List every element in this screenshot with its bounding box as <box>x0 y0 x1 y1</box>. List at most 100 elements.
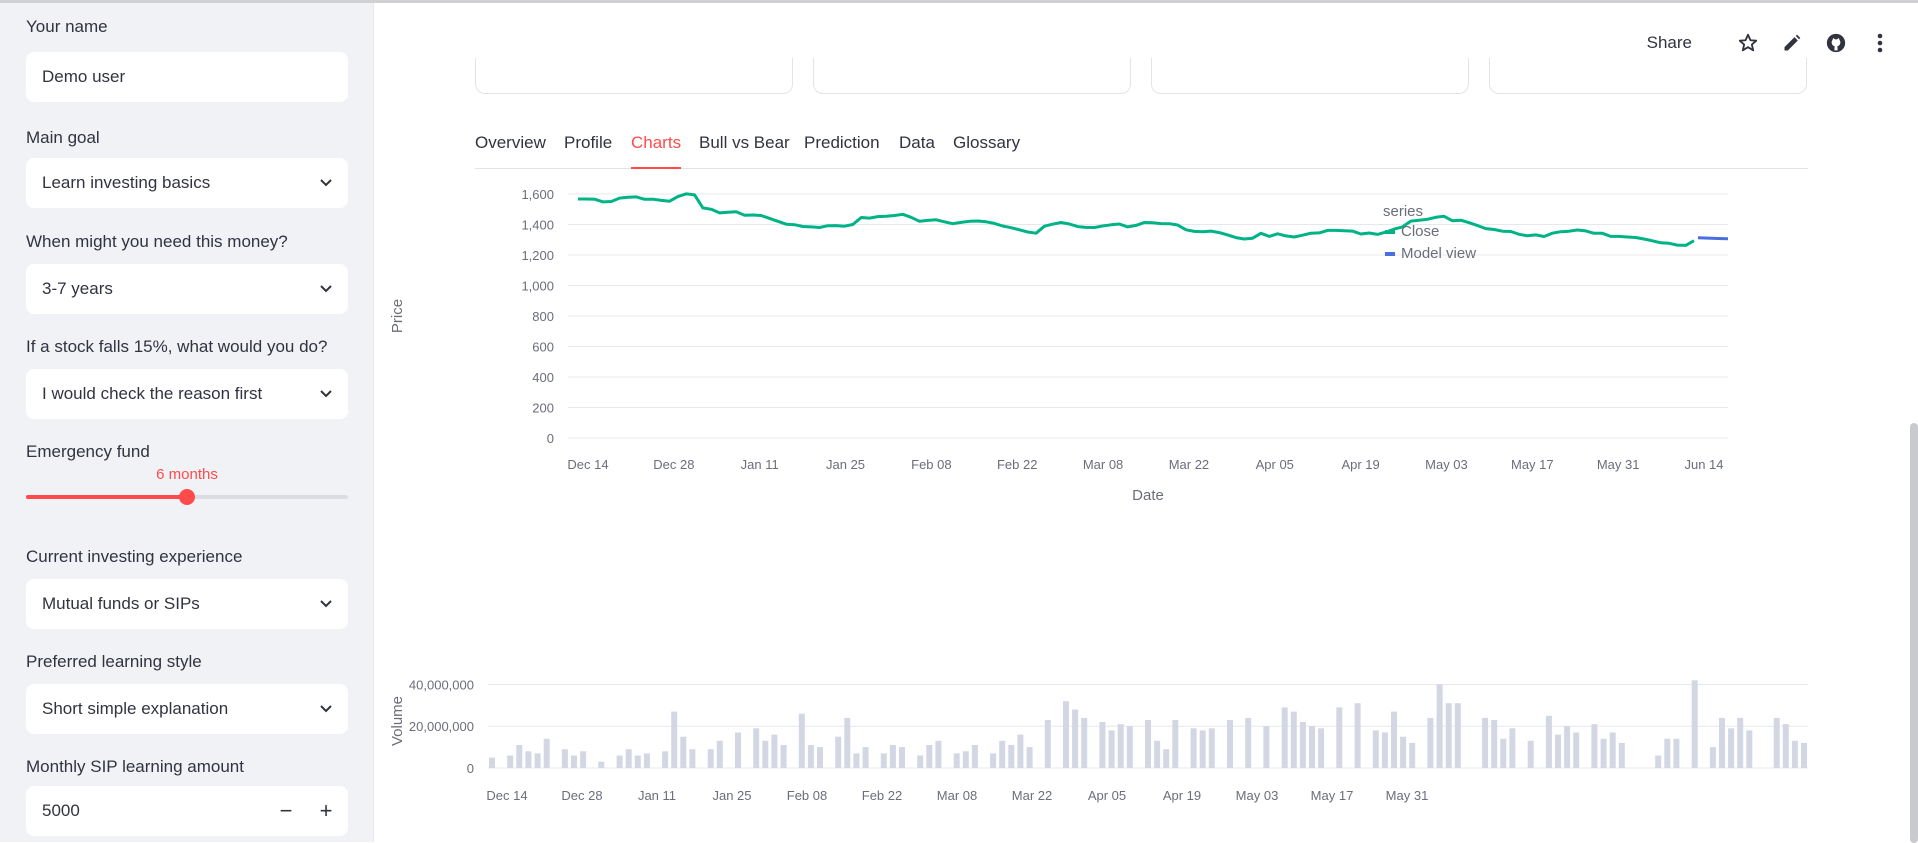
x-tick-label: Mar 22 <box>1169 457 1209 472</box>
app-toolbar: Share <box>1647 31 1892 55</box>
y-tick-label: 200 <box>532 401 554 416</box>
volume-bar <box>1063 701 1069 768</box>
metric-card <box>1489 58 1807 94</box>
volume-bar <box>1773 717 1780 768</box>
volume-bar <box>1427 717 1434 768</box>
metric-card <box>813 58 1131 94</box>
volume-bar <box>634 755 641 768</box>
volume-bar <box>880 753 887 768</box>
volume-bar <box>962 751 969 768</box>
emergency-slider-value: 6 months <box>156 466 218 483</box>
volume-bar <box>1600 738 1607 768</box>
volume-bar <box>489 757 495 768</box>
volume-bar <box>1691 680 1698 768</box>
experience-select[interactable]: Mutual funds or SIPs <box>26 579 348 629</box>
tab-overview[interactable]: Overview <box>475 133 546 152</box>
volume-bar <box>1072 709 1079 768</box>
volume-bar <box>1299 722 1306 768</box>
tab-charts[interactable]: Charts <box>631 133 682 169</box>
tab-data[interactable]: Data <box>899 133 935 152</box>
name-label: Your name <box>26 17 108 36</box>
share-button[interactable]: Share <box>1646 33 1692 52</box>
x-tick-label: Dec 28 <box>561 788 602 803</box>
window-top-border <box>0 0 1918 3</box>
scrollbar[interactable] <box>1910 423 1918 843</box>
volume-bar <box>1227 720 1233 768</box>
tab-bull-vs-bear[interactable]: Bull vs Bear <box>699 133 790 152</box>
x-tick-label: Feb 22 <box>997 457 1037 472</box>
sip-label: Monthly SIP learning amount <box>26 757 244 776</box>
x-tick-label: Apr 19 <box>1341 457 1379 472</box>
volume-bar <box>1208 728 1215 768</box>
volume-bar <box>580 751 587 768</box>
volume-bar <box>1336 707 1343 768</box>
reaction-select[interactable]: I would check the reason first <box>26 369 348 419</box>
volume-bar <box>1564 726 1571 768</box>
x-tick-label: Mar 08 <box>937 788 977 803</box>
volume-bar <box>671 711 678 768</box>
emergency-label: Emergency fund <box>26 442 150 461</box>
chevron-down-icon <box>320 390 332 398</box>
volume-bar <box>1199 730 1206 768</box>
volume-bar <box>616 755 623 768</box>
volume-bar <box>1044 720 1051 768</box>
volume-bar <box>1263 726 1270 768</box>
more-vert-icon[interactable] <box>1868 31 1892 55</box>
github-icon[interactable] <box>1824 31 1848 55</box>
volume-bar <box>1719 717 1725 768</box>
sip-number-input[interactable]: 5000 − + <box>26 786 348 836</box>
volume-bar <box>1117 724 1124 768</box>
volume-bar <box>753 728 760 768</box>
chevron-down-icon <box>320 285 332 293</box>
volume-bar <box>507 755 514 768</box>
increment-button[interactable]: + <box>319 798 333 823</box>
volume-bar <box>1381 732 1388 768</box>
volume-bar <box>689 749 696 768</box>
y-tick-label: 1,000 <box>521 279 554 294</box>
x-tick-label: Jun 14 <box>1684 457 1723 472</box>
pencil-icon[interactable] <box>1780 31 1804 55</box>
horizon-select[interactable]: 3-7 years <box>26 264 348 314</box>
volume-bar <box>1163 749 1170 768</box>
experience-label: Current investing experience <box>26 547 243 566</box>
legend-label: Model view <box>1401 245 1476 262</box>
sidebar: Your name Demo user Main goal Learn inve… <box>0 3 374 842</box>
decrement-button[interactable]: − <box>279 798 293 823</box>
goal-select[interactable]: Learn investing basics <box>26 158 348 208</box>
x-tick-label: May 17 <box>1311 788 1354 803</box>
tab-prediction[interactable]: Prediction <box>804 133 880 152</box>
horizon-label: When might you need this money? <box>26 232 288 251</box>
emergency-slider-track[interactable] <box>26 489 348 505</box>
style-select[interactable]: Short simple explanation <box>26 684 348 734</box>
volume-bar <box>1491 720 1498 768</box>
volume-bar <box>707 749 714 768</box>
emergency-slider-thumb[interactable] <box>179 489 195 505</box>
x-tick-label: Apr 05 <box>1088 788 1126 803</box>
tab-profile[interactable]: Profile <box>564 133 613 152</box>
goal-select-value: Learn investing basics <box>42 173 211 192</box>
tab-glossary[interactable]: Glossary <box>953 133 1021 152</box>
volume-bar <box>516 745 523 768</box>
y-tick-label: 1,200 <box>521 248 554 263</box>
sip-input-value: 5000 <box>42 801 80 820</box>
y-tick-label: 0 <box>547 431 554 446</box>
volume-bar <box>762 740 769 768</box>
x-tick-label: May 03 <box>1236 788 1279 803</box>
y-tick-label: 0 <box>467 761 474 776</box>
experience-select-value: Mutual funds or SIPs <box>42 594 200 613</box>
volume-bar <box>1509 728 1516 768</box>
volume-bar <box>835 736 842 768</box>
price-chart[interactable]: 0 200 400 600 800 1,000 1,200 1,400 1,600 Dec 14 D… <box>375 178 1918 798</box>
star-icon[interactable] <box>1736 31 1760 55</box>
volume-bar <box>543 738 550 768</box>
volume-bar <box>716 740 723 768</box>
reaction-select-value: I would check the reason first <box>42 384 263 403</box>
horizon-select-value: 3-7 years <box>42 279 113 298</box>
volume-bar <box>1527 740 1534 768</box>
volume-bar <box>643 753 650 768</box>
volume-bar <box>999 740 1006 768</box>
volume-bar <box>1728 728 1735 768</box>
name-input[interactable]: Demo user <box>26 52 348 102</box>
y-tick-label: 1,400 <box>521 218 554 233</box>
